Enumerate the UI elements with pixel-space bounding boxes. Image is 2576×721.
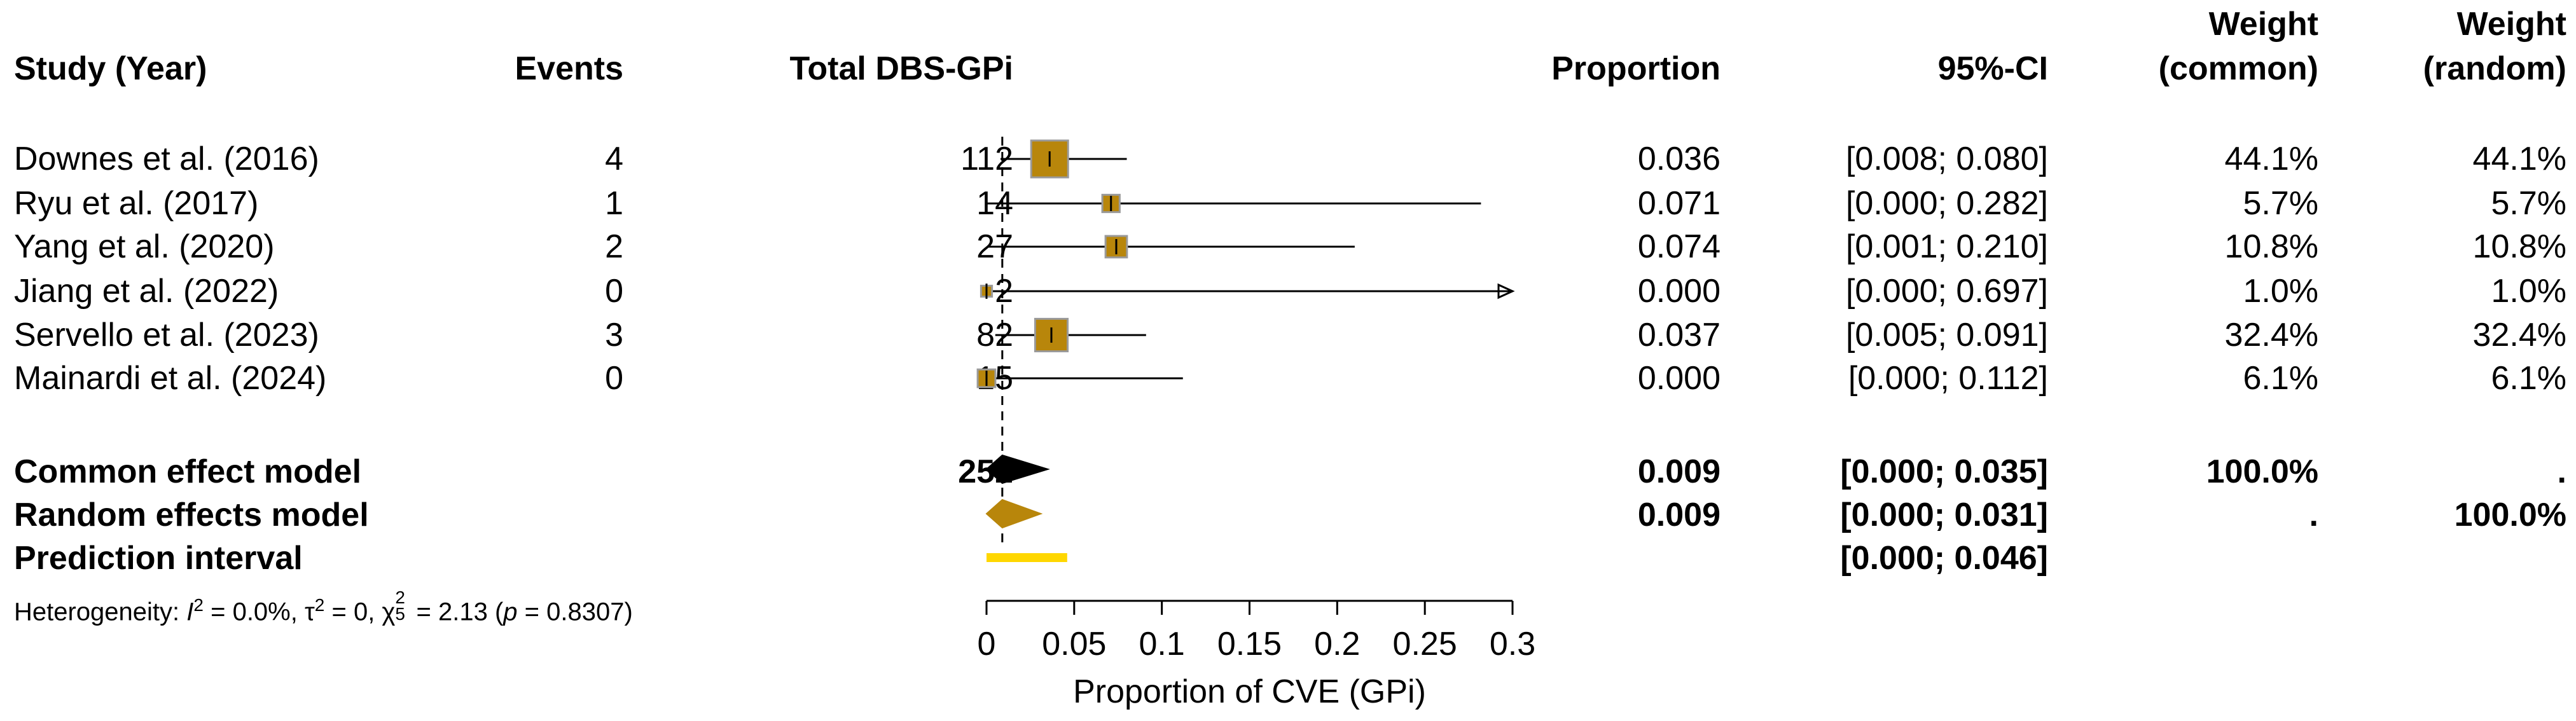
- x-tick-label: 0.25: [1393, 626, 1457, 663]
- forest-plot: 0 0.05 0.1 0.15 0.2 0.25 0.3 Proportion of CVE …: [0, 0, 2576, 721]
- common-effect-diamond: [987, 455, 1048, 483]
- x-axis-label: Proportion of CVE (GPi): [1073, 673, 1426, 710]
- prediction-interval-bar: [987, 553, 1067, 562]
- x-tick-label: 0.3: [1490, 626, 1535, 663]
- x-tick-label: 0.2: [1314, 626, 1360, 663]
- x-tick-label: 0.05: [1042, 626, 1106, 663]
- x-tick-label: 0: [978, 626, 996, 663]
- x-tick-label: 0.15: [1217, 626, 1282, 663]
- x-tick-label: 0.1: [1139, 626, 1185, 663]
- random-effects-diamond: [987, 500, 1041, 528]
